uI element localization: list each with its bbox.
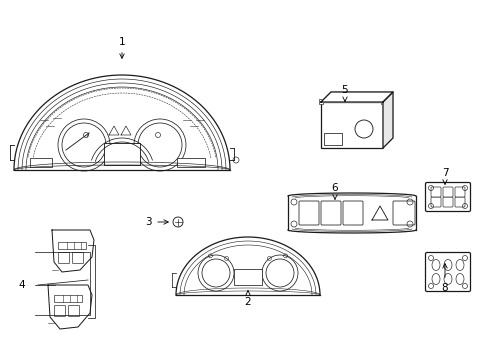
FancyBboxPatch shape <box>59 252 69 264</box>
FancyBboxPatch shape <box>320 102 382 148</box>
Text: 3: 3 <box>144 217 151 227</box>
FancyBboxPatch shape <box>442 187 452 197</box>
FancyBboxPatch shape <box>425 252 469 292</box>
FancyBboxPatch shape <box>68 306 80 316</box>
Text: 8: 8 <box>441 264 447 293</box>
FancyBboxPatch shape <box>454 187 464 197</box>
FancyBboxPatch shape <box>177 158 204 167</box>
Text: 4: 4 <box>19 280 25 290</box>
FancyBboxPatch shape <box>430 197 440 207</box>
FancyBboxPatch shape <box>318 99 323 104</box>
FancyBboxPatch shape <box>380 99 384 104</box>
FancyBboxPatch shape <box>58 242 86 249</box>
Text: 7: 7 <box>441 168 447 184</box>
Polygon shape <box>382 92 392 148</box>
Text: 2: 2 <box>244 291 251 307</box>
Polygon shape <box>320 92 392 102</box>
Text: 5: 5 <box>341 85 347 101</box>
FancyBboxPatch shape <box>442 197 452 207</box>
FancyBboxPatch shape <box>72 252 83 264</box>
FancyBboxPatch shape <box>454 197 464 207</box>
FancyBboxPatch shape <box>54 306 65 316</box>
FancyBboxPatch shape <box>324 133 341 145</box>
FancyBboxPatch shape <box>104 143 140 165</box>
Text: 6: 6 <box>331 183 338 199</box>
FancyBboxPatch shape <box>430 187 440 197</box>
FancyBboxPatch shape <box>54 295 82 302</box>
FancyBboxPatch shape <box>425 183 469 211</box>
FancyBboxPatch shape <box>342 201 362 225</box>
FancyBboxPatch shape <box>234 269 262 285</box>
Text: 1: 1 <box>119 37 125 58</box>
FancyBboxPatch shape <box>320 201 340 225</box>
FancyBboxPatch shape <box>392 201 414 225</box>
FancyBboxPatch shape <box>298 201 318 225</box>
FancyBboxPatch shape <box>30 158 52 167</box>
